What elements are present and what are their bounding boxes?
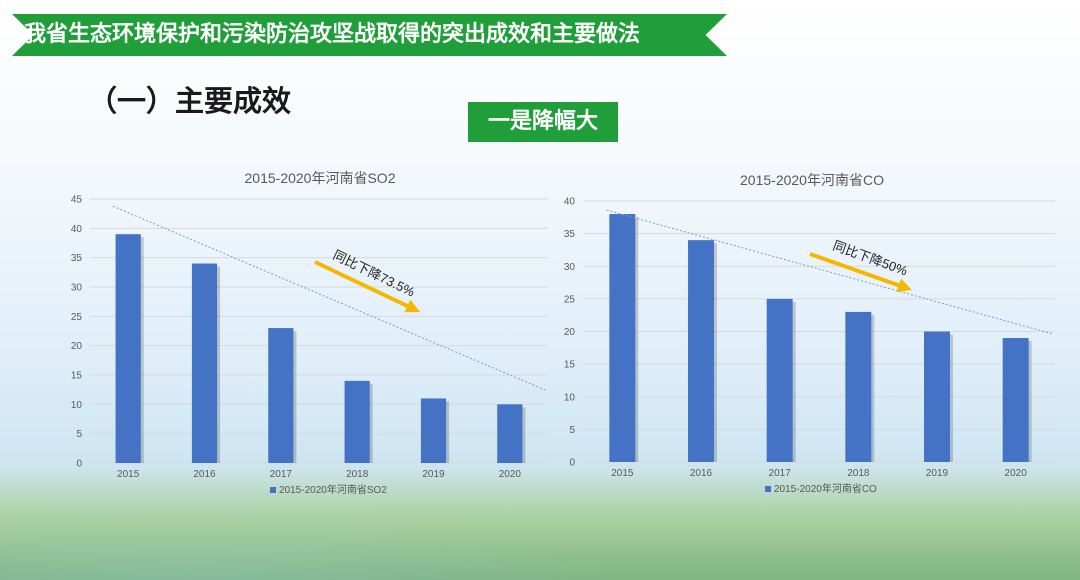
co-bar (766, 298, 793, 462)
co-y-tick-label: 30 (564, 262, 576, 273)
co-x-tick-label: 2018 (847, 468, 870, 479)
co-annotation-arrow (809, 252, 904, 289)
co-y-tick-label: 5 (569, 425, 575, 436)
so2-x-tick-label: 2020 (499, 469, 522, 480)
section-title: （一）主要成效 (88, 84, 292, 118)
so2-y-tick-label: 20 (71, 341, 83, 352)
co-x-tick-label: 2016 (690, 468, 713, 479)
co-legend-label: 2015-2020年河南省CO (774, 482, 877, 495)
so2-annotation-arrow (314, 260, 412, 310)
so2-annotation-arrowhead (404, 299, 420, 313)
highlight-badge: 一是降幅大 (468, 102, 618, 142)
so2-trendline (112, 205, 547, 391)
so2-y-tick-label: 15 (71, 371, 83, 382)
co-y-tick-label: 0 (569, 458, 575, 469)
co-bar (1002, 338, 1029, 462)
co-trendline (606, 209, 1054, 335)
title-banner (12, 14, 727, 56)
so2-x-tick-label: 2016 (193, 469, 216, 480)
so2-bar (115, 234, 141, 463)
co-legend-swatch (765, 486, 771, 492)
co-bar (688, 240, 714, 462)
co-x-tick-label: 2015 (611, 468, 634, 479)
co-y-tick-label: 10 (564, 392, 576, 403)
so2-y-tick-label: 5 (76, 429, 82, 440)
so2-y-tick-label: 0 (76, 459, 82, 470)
co-annotation-label: 同比下降50% (831, 238, 910, 279)
so2-legend-swatch (270, 487, 276, 493)
co-y-tick-label: 20 (564, 327, 576, 338)
co-annotation-arrowhead (896, 278, 912, 292)
co-x-tick-label: 2017 (769, 468, 792, 479)
so2-y-tick-label: 25 (71, 312, 83, 323)
co-bar (924, 331, 950, 462)
co-chart-title: 2015-2020年河南省CO (740, 172, 884, 188)
so2-x-tick-label: 2017 (270, 469, 293, 480)
so2-bar (191, 263, 218, 463)
co-y-tick-label: 40 (564, 197, 576, 208)
background-landscape (0, 470, 1080, 580)
so2-bar (420, 398, 447, 463)
so2-legend-label: 2015-2020年河南省SO2 (279, 483, 387, 496)
so2-y-tick-label: 30 (71, 283, 83, 294)
so2-x-tick-label: 2018 (346, 469, 369, 480)
co-bar (845, 311, 872, 462)
co-x-tick-label: 2019 (926, 468, 949, 479)
so2-x-tick-label: 2015 (117, 469, 140, 480)
so2-x-tick-label: 2019 (422, 469, 445, 480)
so2-y-tick-label: 40 (71, 224, 83, 235)
co-y-tick-label: 35 (564, 229, 576, 240)
so2-bar (497, 404, 523, 463)
co-x-tick-label: 2020 (1005, 468, 1028, 479)
so2-chart-title: 2015-2020年河南省SO2 (245, 170, 396, 186)
so2-bar (268, 328, 294, 463)
co-y-tick-label: 15 (564, 360, 576, 371)
so2-y-tick-label: 35 (71, 253, 83, 264)
co-bar (609, 214, 636, 462)
so2-bar (344, 380, 370, 463)
banner-title: 我省生态环境保护和污染防治攻坚战取得的突出成效和主要做法 (24, 22, 641, 47)
so2-y-tick-label: 45 (71, 195, 83, 206)
so2-y-tick-label: 10 (71, 400, 83, 411)
co-y-tick-label: 25 (564, 294, 576, 305)
